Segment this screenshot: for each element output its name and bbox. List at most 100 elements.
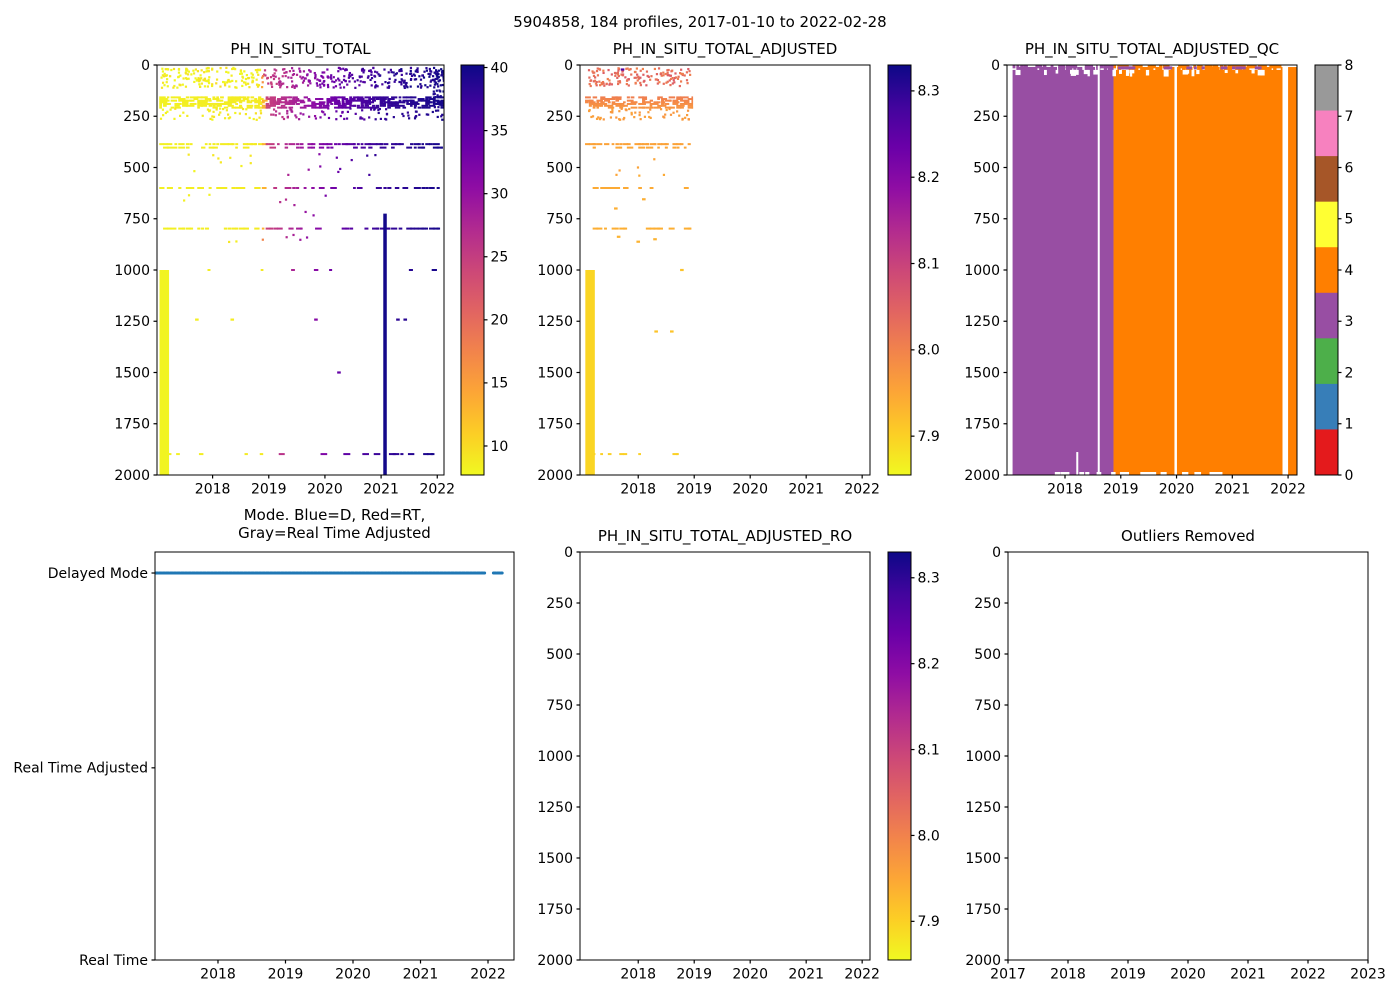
svg-text:2019: 2019 xyxy=(268,967,304,983)
axes-frame-outliers-removed xyxy=(1007,551,1369,961)
svg-text:2019: 2019 xyxy=(676,967,712,983)
panel-title-ph-in-situ-total-adjusted: PH_IN_SITU_TOTAL_ADJUSTED xyxy=(612,40,838,58)
panel-ph-in-situ-total: 2018 2019 2020 2021 2022 0 250 500 750 1000 1250 15… xyxy=(114,58,508,498)
svg-text:250: 250 xyxy=(546,596,573,612)
svg-text:2020: 2020 xyxy=(732,967,768,983)
svg-text:8: 8 xyxy=(1345,58,1354,74)
panel-ph-in-situ-total-adjusted-ro: 2018 2019 2020 2021 2022 0 250 500 750 1000 1250 15… xyxy=(537,545,939,983)
svg-text:500: 500 xyxy=(973,160,1000,176)
svg-text:1250: 1250 xyxy=(537,314,573,330)
svg-text:2022: 2022 xyxy=(844,967,880,983)
svg-text:15: 15 xyxy=(491,376,509,392)
colorbar-ph-in-situ-total-adjusted: 7.9 8.0 8.1 8.2 8.3 xyxy=(887,64,940,476)
svg-text:750: 750 xyxy=(974,698,1001,714)
axes-frame-mode xyxy=(154,551,515,961)
svg-text:Delayed Mode: Delayed Mode xyxy=(48,566,148,582)
svg-text:2022: 2022 xyxy=(1270,482,1306,498)
colorbar-ph-in-situ-total-adjusted-ro: 7.9 8.0 8.1 8.2 8.3 xyxy=(887,551,940,961)
svg-text:2000: 2000 xyxy=(964,468,1000,484)
svg-text:2019: 2019 xyxy=(676,482,712,498)
svg-text:2022: 2022 xyxy=(1290,967,1326,983)
svg-text:0: 0 xyxy=(564,58,573,74)
svg-text:750: 750 xyxy=(123,212,150,228)
panel-ph-in-situ-total-adjusted: 2018 2019 2020 2021 2022 0 250 500 750 1000 1250 15… xyxy=(537,58,939,498)
svg-text:6: 6 xyxy=(1345,160,1354,176)
svg-text:Real Time Adjusted: Real Time Adjusted xyxy=(13,761,148,777)
svg-text:1250: 1250 xyxy=(114,314,150,330)
colorbar-ph-in-situ-total-adjusted-qc: 0 1 2 3 4 5 6 7 8 xyxy=(1314,58,1354,484)
svg-text:1750: 1750 xyxy=(537,417,573,433)
svg-text:7: 7 xyxy=(1345,109,1354,125)
svg-text:1000: 1000 xyxy=(114,263,150,279)
svg-text:250: 250 xyxy=(123,109,150,125)
panel-title-mode: Mode. Blue=D, Red=RT, Gray=Real Time Adj… xyxy=(238,506,431,543)
svg-text:1500: 1500 xyxy=(114,365,150,381)
svg-text:7.9: 7.9 xyxy=(918,914,940,930)
svg-text:3: 3 xyxy=(1345,314,1354,330)
svg-text:8.3: 8.3 xyxy=(918,84,940,100)
colorbar-ph-in-situ-total: 10 15 20 25 30 35 40 xyxy=(460,60,509,476)
svg-text:2020: 2020 xyxy=(307,482,343,498)
panel-title-outliers-removed: Outliers Removed xyxy=(1121,527,1255,545)
svg-text:0: 0 xyxy=(991,58,1000,74)
panel-marks-ph-in-situ-total-adjusted-qc xyxy=(1012,65,1297,475)
svg-text:1500: 1500 xyxy=(537,365,573,381)
axes-frame-ph-in-situ-total-adjusted-ro xyxy=(579,551,871,961)
svg-text:2020: 2020 xyxy=(732,482,768,498)
svg-text:8.2: 8.2 xyxy=(918,170,940,186)
svg-text:8.2: 8.2 xyxy=(918,656,940,672)
svg-text:1000: 1000 xyxy=(537,263,573,279)
svg-text:250: 250 xyxy=(973,109,1000,125)
svg-text:2018: 2018 xyxy=(1050,967,1086,983)
svg-text:1000: 1000 xyxy=(965,749,1001,765)
svg-text:5: 5 xyxy=(1345,212,1354,228)
svg-text:2019: 2019 xyxy=(1110,967,1146,983)
panel-title-ph-in-situ-total: PH_IN_SITU_TOTAL xyxy=(230,40,371,58)
svg-text:8.1: 8.1 xyxy=(918,742,940,758)
svg-text:1750: 1750 xyxy=(537,902,573,918)
svg-text:500: 500 xyxy=(546,160,573,176)
svg-text:250: 250 xyxy=(546,109,573,125)
svg-text:2018: 2018 xyxy=(620,482,656,498)
svg-text:4: 4 xyxy=(1345,263,1354,279)
panel-title-ph-in-situ-total-adjusted-qc: PH_IN_SITU_TOTAL_ADJUSTED_QC xyxy=(1024,40,1280,58)
svg-text:2000: 2000 xyxy=(965,953,1001,969)
svg-text:2: 2 xyxy=(1345,365,1354,381)
panel-title-ph-in-situ-total-adjusted-ro: PH_IN_SITU_TOTAL_ADJUSTED_RO xyxy=(597,527,853,545)
svg-text:0: 0 xyxy=(992,545,1001,561)
panel-ph-in-situ-total-adjusted-qc: 2018 2019 2020 2021 202202505007501000125015… xyxy=(964,58,1353,498)
svg-text:8.0: 8.0 xyxy=(918,828,940,844)
svg-text:2022: 2022 xyxy=(844,482,880,498)
svg-text:2000: 2000 xyxy=(537,468,573,484)
svg-text:750: 750 xyxy=(973,212,1000,228)
svg-text:2022: 2022 xyxy=(419,482,455,498)
svg-text:2021: 2021 xyxy=(788,482,824,498)
svg-text:10: 10 xyxy=(491,439,509,455)
panel-mode: 2018 2019 2020 2021 2022 Delayed Mode Real Tim… xyxy=(13,551,515,983)
svg-text:7.9: 7.9 xyxy=(918,429,940,445)
svg-text:25: 25 xyxy=(491,250,509,266)
svg-text:1750: 1750 xyxy=(114,417,150,433)
svg-text:2019: 2019 xyxy=(251,482,287,498)
svg-text:250: 250 xyxy=(974,596,1001,612)
svg-text:500: 500 xyxy=(974,647,1001,663)
svg-text:1000: 1000 xyxy=(537,749,573,765)
svg-text:2018: 2018 xyxy=(1047,482,1083,498)
svg-text:0: 0 xyxy=(1345,468,1354,484)
svg-text:2018: 2018 xyxy=(620,967,656,983)
svg-text:1000: 1000 xyxy=(964,263,1000,279)
svg-text:2020: 2020 xyxy=(335,967,371,983)
svg-text:1750: 1750 xyxy=(965,902,1001,918)
panel-outliers-removed: 2017 2018 2019 2020 2021 2022 2023 0 250 500 750 10… xyxy=(965,545,1385,983)
svg-text:20: 20 xyxy=(491,313,509,329)
svg-text:2021: 2021 xyxy=(403,967,439,983)
svg-text:0: 0 xyxy=(564,545,573,561)
svg-text:2021: 2021 xyxy=(1230,967,1266,983)
svg-text:2000: 2000 xyxy=(537,953,573,969)
svg-text:750: 750 xyxy=(546,212,573,228)
figure-title: 5904858, 184 profiles, 2017-01-10 to 202… xyxy=(513,13,887,31)
svg-text:2021: 2021 xyxy=(363,482,399,498)
axes-frame-ph-in-situ-total xyxy=(156,64,445,476)
